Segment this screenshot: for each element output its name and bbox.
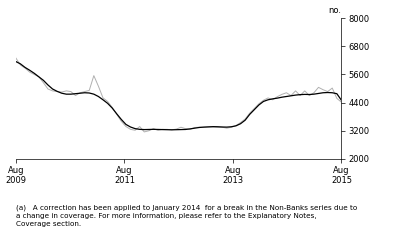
Text: (a)   A correction has been applied to January 2014  for a break in the Non-Bank: (a) A correction has been applied to Jan… bbox=[16, 205, 357, 227]
Text: no.: no. bbox=[328, 6, 341, 15]
